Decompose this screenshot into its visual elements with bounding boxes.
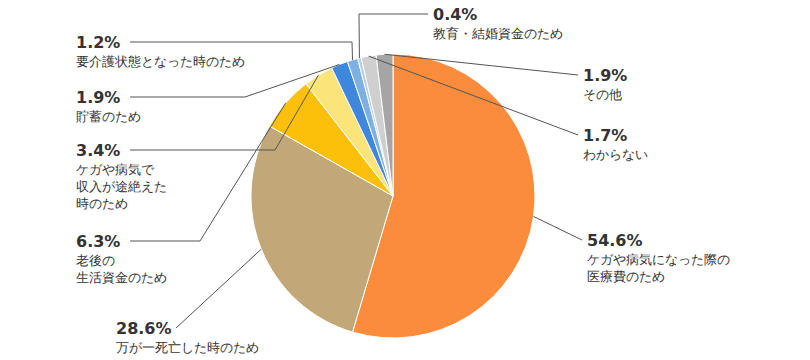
svg-text:老後の: 老後の: [76, 253, 115, 268]
svg-text:その他: その他: [583, 87, 622, 102]
svg-text:時のため: 時のため: [76, 196, 128, 211]
svg-text:医療費のため: 医療費のため: [587, 269, 665, 284]
svg-text:1.9%: 1.9%: [583, 66, 627, 85]
svg-text:貯蓄のため: 貯蓄のため: [76, 109, 141, 124]
svg-text:0.4%: 0.4%: [433, 5, 477, 24]
svg-text:収入が途絶えた: 収入が途絶えた: [76, 179, 167, 194]
svg-text:教育・結婚資金のため: 教育・結婚資金のため: [433, 26, 563, 41]
svg-text:54.6%: 54.6%: [587, 231, 643, 250]
svg-text:3.4%: 3.4%: [76, 141, 120, 160]
svg-text:要介護状態となった時のため: 要介護状態となった時のため: [76, 54, 245, 69]
svg-text:28.6%: 28.6%: [116, 319, 172, 338]
svg-text:わからない: わからない: [583, 147, 648, 162]
svg-text:生活資金のため: 生活資金のため: [76, 270, 167, 285]
svg-text:1.7%: 1.7%: [583, 126, 627, 145]
svg-text:1.9%: 1.9%: [76, 88, 120, 107]
svg-text:万が一死亡した時のため: 万が一死亡した時のため: [116, 340, 259, 355]
svg-text:ケガや病気で: ケガや病気で: [76, 162, 155, 177]
svg-text:6.3%: 6.3%: [76, 232, 120, 251]
svg-text:1.2%: 1.2%: [76, 33, 120, 52]
svg-text:ケガや病気になった際の: ケガや病気になった際の: [587, 252, 730, 267]
